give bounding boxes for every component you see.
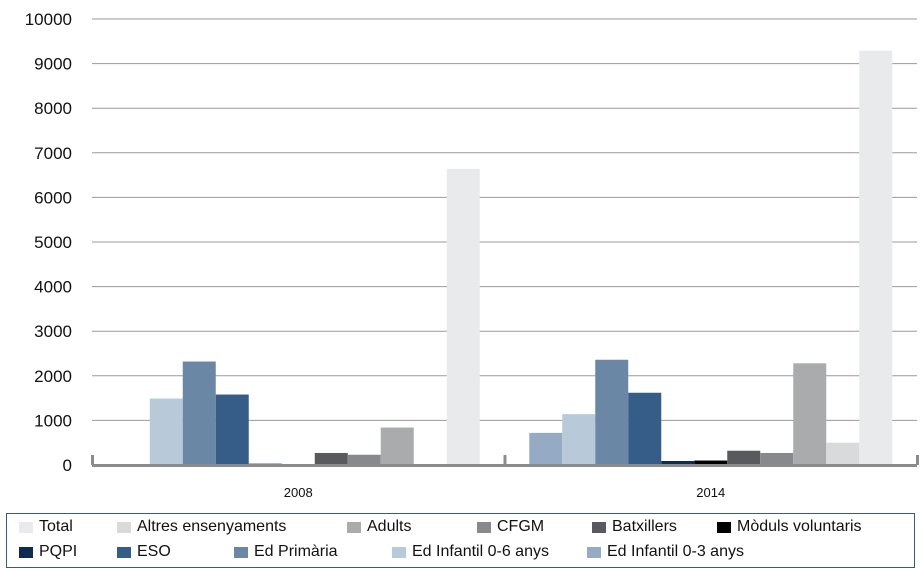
bar xyxy=(859,50,893,465)
bar xyxy=(661,460,695,465)
bar xyxy=(347,454,381,465)
x-axis-tick xyxy=(503,455,507,465)
y-tick-label: 1000 xyxy=(34,411,72,430)
legend-label: Total xyxy=(39,518,73,535)
y-tick-label: 3000 xyxy=(34,322,72,341)
x-category-label: 2014 xyxy=(696,485,725,500)
legend-swatch xyxy=(117,546,131,558)
legend-swatch xyxy=(117,521,131,533)
y-tick-label: 4000 xyxy=(34,278,72,297)
legend-item: Adults xyxy=(347,518,411,536)
legend-swatch xyxy=(347,521,361,533)
x-axis-line xyxy=(92,464,917,467)
y-tick-label: 0 xyxy=(63,456,72,475)
legend-item: Ed Infantil 0-6 anys xyxy=(392,543,549,561)
legend-label: Adults xyxy=(367,518,412,535)
bar xyxy=(694,460,728,465)
bar-chart: 0 1000 2000 3000 4000 5000 6000 7000 8000 9000 100… xyxy=(25,10,919,500)
legend-item: Total xyxy=(19,518,73,536)
legend-item: Batxillers xyxy=(592,518,677,536)
x-axis-tick xyxy=(916,455,919,465)
x-axis xyxy=(91,455,919,467)
legend-swatch xyxy=(19,546,33,558)
legend-swatch xyxy=(477,521,491,533)
x-axis-categories: 2008 2014 xyxy=(284,485,725,500)
legend-item: CFGM xyxy=(477,518,544,536)
legend-item: Altres ensenyaments xyxy=(117,518,286,536)
legend-label: Ed Infantil 0-3 anys xyxy=(607,543,744,560)
x-axis-tick xyxy=(91,455,94,465)
bar xyxy=(149,398,183,465)
bar xyxy=(793,363,827,465)
bar xyxy=(380,427,414,465)
bar xyxy=(760,452,794,465)
legend-swatch xyxy=(592,521,606,533)
legend: Total Altres ensenyaments Adults CFGM Batxil… xyxy=(6,513,915,568)
legend-swatch xyxy=(234,546,248,558)
bar xyxy=(529,432,563,465)
legend-label: Ed Infantil 0-6 anys xyxy=(412,543,549,560)
bar xyxy=(826,442,860,465)
legend-label: Mòduls voluntaris xyxy=(737,518,862,535)
legend-item: Ed Primària xyxy=(234,543,338,561)
legend-swatch xyxy=(717,521,731,533)
legend-swatch xyxy=(392,546,406,558)
legend-label: Batxillers xyxy=(612,518,677,535)
x-category-label: 2008 xyxy=(284,485,313,500)
legend-item: ESO xyxy=(117,543,171,561)
bar xyxy=(446,168,480,465)
y-tick-label: 7000 xyxy=(34,144,72,163)
y-tick-label: 9000 xyxy=(34,55,72,74)
bars xyxy=(149,50,893,465)
bar xyxy=(595,359,629,465)
y-tick-label: 2000 xyxy=(34,367,72,386)
legend-label: ESO xyxy=(137,543,171,560)
bar xyxy=(727,450,761,465)
grid-lines xyxy=(92,18,917,421)
legend-label: Altres ensenyaments xyxy=(137,518,287,535)
legend-item: Ed Infantil 0-3 anys xyxy=(587,543,744,561)
bar xyxy=(182,361,216,465)
legend-label: PQPI xyxy=(39,543,78,560)
legend-item: PQPI xyxy=(19,543,77,561)
bar xyxy=(314,452,348,465)
bar xyxy=(215,394,249,465)
legend-label: CFGM xyxy=(497,518,545,535)
y-tick-label: 10000 xyxy=(25,10,72,29)
legend-item: Mòduls voluntaris xyxy=(717,518,862,536)
y-tick-label: 8000 xyxy=(34,99,72,118)
bar xyxy=(628,392,662,465)
y-axis-ticks: 0 1000 2000 3000 4000 5000 6000 7000 8000 9000 100… xyxy=(25,10,72,475)
legend-label: Ed Primària xyxy=(254,543,338,560)
legend-swatch xyxy=(587,546,601,558)
bar xyxy=(562,414,596,465)
y-tick-label: 5000 xyxy=(34,233,72,252)
y-tick-label: 6000 xyxy=(34,188,72,207)
legend-swatch xyxy=(19,521,33,533)
